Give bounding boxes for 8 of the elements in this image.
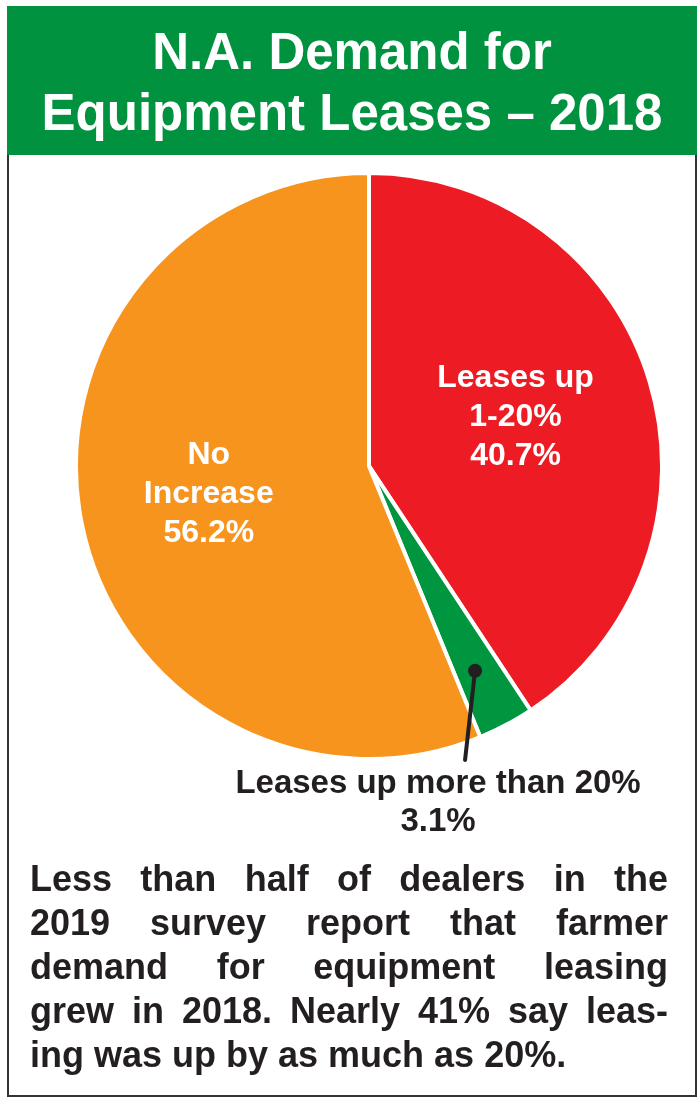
slice-label: No Increase: [143, 434, 274, 510]
data-label: 40.7%: [470, 436, 561, 473]
chart-title: N.A. Demand for Equipment Leases – 2018: [40, 22, 664, 143]
data-label: 3.1%: [400, 800, 476, 838]
text: Less than half of dealers in the 2019 survey report that farmer demand for equipment leasing grew in 2018. Nearly 41% say leas- ing was up by as much as 20%.: [30, 857, 668, 1077]
slice-label: Leases up more than 20%: [235, 762, 641, 800]
data-label: 56.2%: [163, 512, 255, 549]
slice-label: Leases up 1-20%: [437, 358, 594, 434]
